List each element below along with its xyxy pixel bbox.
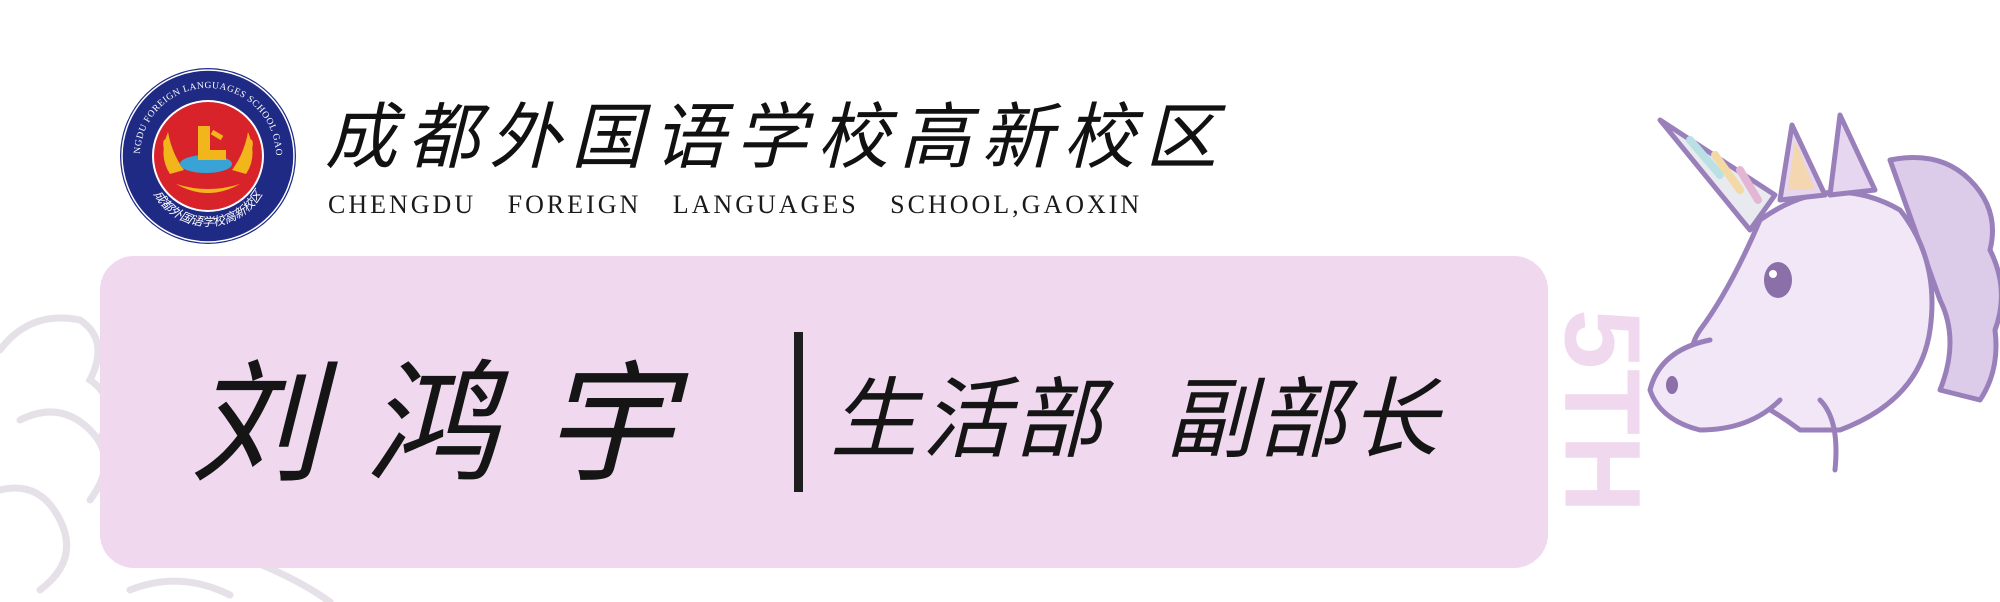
side-mark-5th: 5TH xyxy=(1548,309,1640,513)
name-card xyxy=(100,256,1548,568)
department-label: 生活部 xyxy=(830,368,1107,471)
school-emblem-icon: CHENGDU FOREIGN LANGUAGES SCHOOL GAOXIN … xyxy=(114,59,296,244)
person-name: 刘鸿宇 xyxy=(190,348,718,502)
school-name-chinese: 成都外国语学校高新校区 xyxy=(325,95,1228,179)
side-mark-text: 5TH xyxy=(1548,309,1640,513)
unicorn-icon xyxy=(1647,112,2000,473)
school-logo: CHENGDU FOREIGN LANGUAGES SCHOOL GAOXIN … xyxy=(114,59,298,246)
school-name-english: CHENGDU FOREIGN LANGUAGES SCHOOL,GAOXIN xyxy=(328,190,1143,219)
name-divider xyxy=(794,332,803,492)
department-role: 生活部 副部长 xyxy=(830,360,1530,480)
role-label: 副部长 xyxy=(1166,368,1443,471)
school-initial-icon xyxy=(198,126,226,160)
laurel-wreath-icon xyxy=(163,132,253,193)
